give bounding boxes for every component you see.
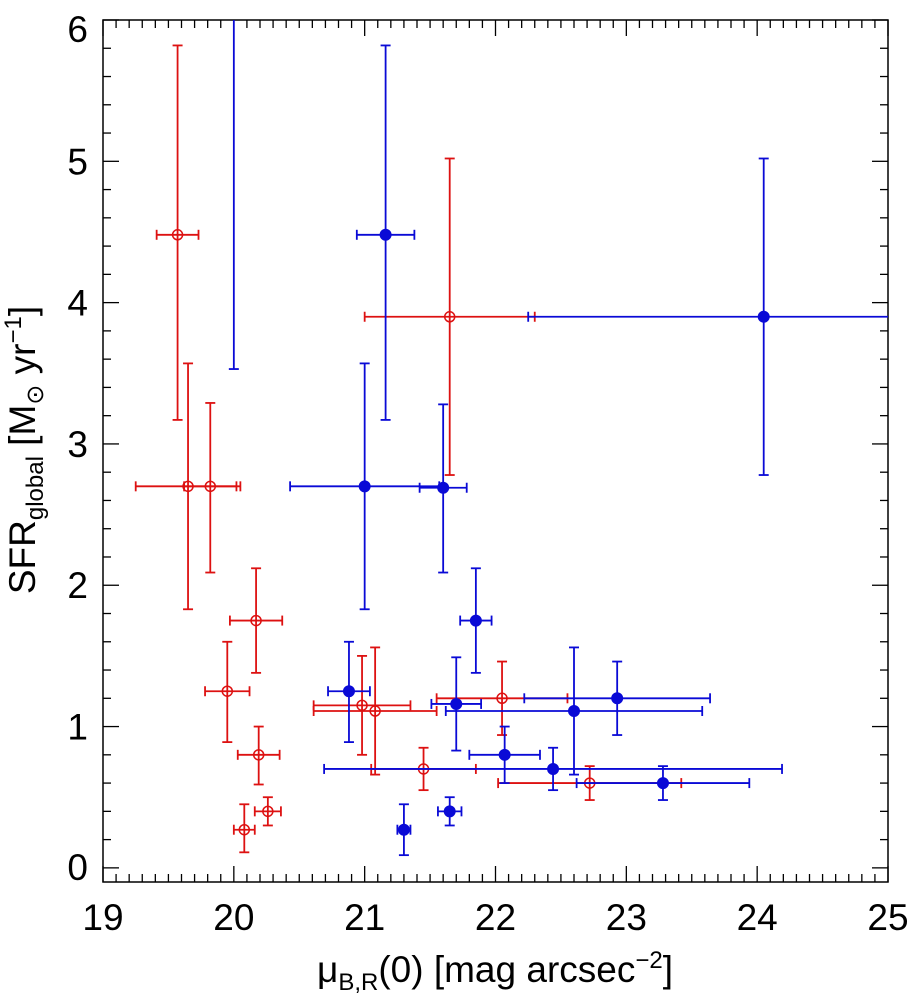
marker-open (250, 614, 262, 627)
data-point (355, 44, 416, 421)
data-point (229, 567, 284, 674)
data-points (134, 20, 888, 857)
marker-filled (450, 697, 463, 710)
y-tick-label: 6 (67, 9, 88, 50)
y-tick-labels: 0 1 2 3 4 5 6 (67, 9, 88, 888)
data-point (183, 402, 238, 574)
marker-filled (656, 777, 669, 790)
data-point (204, 640, 251, 744)
data-point (155, 44, 200, 421)
data-point (232, 803, 256, 854)
data-point (312, 646, 438, 776)
data-point (253, 796, 282, 827)
marker-filled (757, 310, 770, 323)
x-tick-label: 23 (606, 897, 647, 938)
y-tick-label: 2 (67, 565, 88, 606)
data-point (459, 567, 493, 674)
data-point (228, 20, 239, 370)
x-tick-label: 19 (82, 897, 123, 938)
data-point (523, 660, 711, 736)
marker-filled (498, 748, 511, 761)
x-tick-label: 21 (344, 897, 385, 938)
marker-open (221, 685, 234, 697)
y-tick-label: 1 (67, 707, 88, 748)
y-tick-label: 3 (67, 424, 88, 465)
marker-filled (379, 228, 392, 241)
data-point (289, 362, 441, 611)
data-point (396, 803, 412, 857)
marker-filled (397, 823, 410, 836)
data-point (418, 403, 468, 574)
marker-filled (469, 614, 482, 627)
data-point (327, 640, 371, 744)
marker-open (171, 229, 184, 241)
y-tick-label: 5 (67, 141, 88, 182)
marker-open (262, 805, 274, 818)
data-point (437, 796, 463, 827)
axis-ticks (102, 19, 889, 882)
marker-open (204, 480, 217, 493)
x-tick-label: 20 (213, 897, 254, 938)
marker-open (252, 749, 265, 761)
marker-filled (342, 685, 355, 698)
marker-filled (547, 762, 560, 775)
y-tick-label: 4 (67, 283, 88, 324)
x-tick-label: 25 (867, 897, 908, 938)
marker-filled (568, 705, 580, 718)
marker-filled (437, 481, 450, 494)
marker-filled (611, 692, 624, 705)
data-point (430, 656, 483, 752)
marker-open (238, 823, 251, 836)
data-point (312, 655, 412, 756)
y-tick-label: 0 (67, 847, 88, 888)
x-tick-label: 22 (475, 897, 516, 938)
y-axis-title: SFRglobal [M⊙ yr−1] (0, 306, 49, 594)
plot-frame (102, 19, 889, 883)
data-point (468, 725, 541, 784)
data-point (323, 746, 783, 792)
data-point (444, 646, 704, 776)
marker-filled (358, 480, 371, 493)
data-point (527, 157, 888, 476)
marker-open (369, 705, 381, 717)
marker-open (496, 692, 508, 705)
data-point (575, 765, 751, 801)
x-tick-labels: 19 20 21 22 23 24 25 (82, 897, 908, 938)
x-axis-title: μB,R(0) [mag arcsec−2] (317, 947, 673, 996)
marker-filled (443, 805, 456, 818)
data-point (363, 157, 536, 476)
x-tick-label: 24 (737, 897, 778, 938)
data-point (236, 725, 281, 786)
marker-open (443, 311, 456, 323)
